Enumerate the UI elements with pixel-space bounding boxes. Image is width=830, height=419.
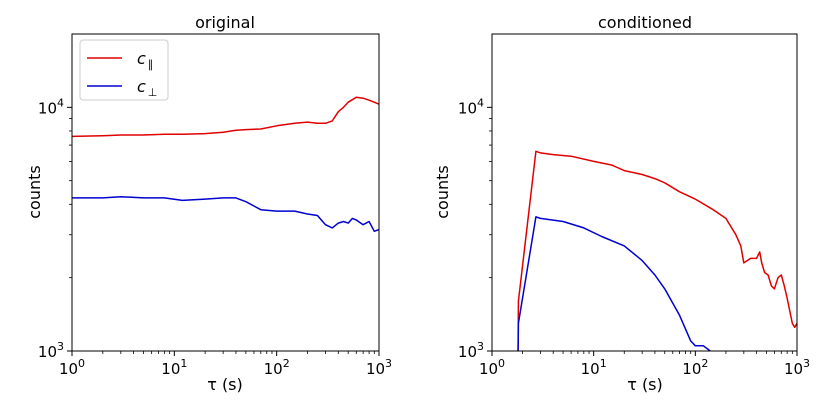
series-line-perpendicular (517, 216, 712, 351)
series-line-perpendicular (72, 195, 379, 233)
chart-title: conditioned (598, 13, 692, 32)
x-tick-label: 100 (479, 357, 505, 378)
chart-panel-conditioned: conditioned τ (s) counts 100 101 102 103 103… (433, 13, 810, 394)
plot-frame (491, 33, 798, 352)
axis-ticks: 100 101 102 103 103 104 (458, 96, 810, 378)
x-tick-label: 101 (161, 357, 187, 378)
y-tick-label: 103 (458, 340, 484, 361)
legend-label-perpendicular: c ⊥ (137, 77, 157, 99)
series-group (72, 96, 379, 233)
legend-label-parallel: c ∥ (137, 49, 153, 71)
x-axis-label: τ (s) (207, 375, 243, 394)
y-tick-label: 103 (38, 340, 64, 361)
x-tick-label: 103 (366, 357, 392, 378)
y-tick-label: 104 (458, 96, 484, 117)
plot-frame (71, 33, 380, 352)
axis-ticks: 100 101 102 103 103 104 (38, 96, 392, 378)
x-tick-label: 102 (682, 357, 708, 378)
y-axis-label: counts (433, 165, 452, 218)
chart-title: original (195, 13, 255, 32)
x-tick-label: 102 (264, 357, 290, 378)
series-line-parallel (517, 150, 797, 351)
series-group (517, 150, 797, 351)
x-axis-label: τ (s) (627, 375, 663, 394)
x-tick-label: 103 (784, 357, 810, 378)
series-line-parallel (72, 96, 379, 138)
y-tick-label: 104 (38, 96, 64, 117)
x-tick-label: 101 (581, 357, 607, 378)
legend-box (79, 39, 169, 101)
y-axis-label: counts (25, 165, 44, 218)
chart-panel-original: original τ (s) counts 100 101 102 103 103 104… (25, 13, 392, 394)
legend: c ∥ c ⊥ (79, 39, 169, 101)
x-tick-label: 100 (59, 357, 85, 378)
